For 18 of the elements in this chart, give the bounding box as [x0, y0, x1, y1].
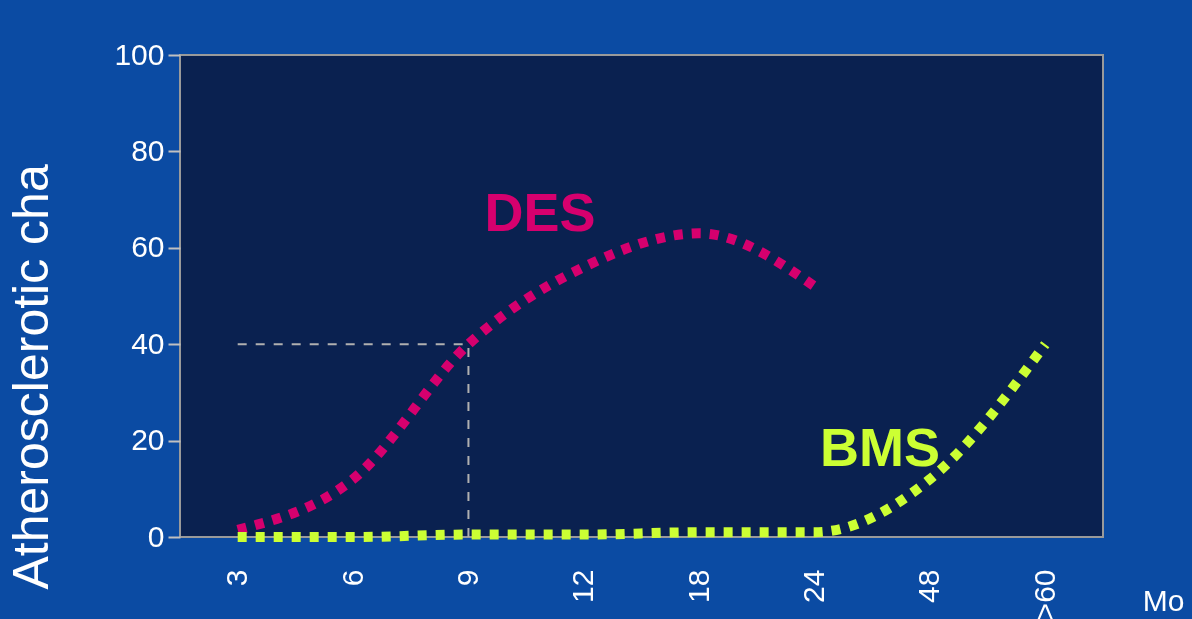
x-tick-label: 9 — [450, 569, 484, 587]
x-tick-label: 6 — [335, 569, 369, 587]
y-axis-title: Atherosclerotic cha — [2, 164, 59, 590]
y-tick-label: 20 — [131, 423, 165, 457]
series-label: BMS — [820, 417, 940, 477]
y-tick-label: 60 — [131, 230, 165, 264]
x-tick-label: 12 — [566, 569, 600, 603]
y-tick-label: 0 — [147, 519, 165, 553]
x-tick-label: 24 — [797, 569, 831, 603]
x-tick-label: 3 — [220, 569, 254, 587]
x-tick-label: 48 — [912, 569, 946, 603]
series-label: DES — [484, 182, 596, 242]
x-tick-label: 18 — [681, 569, 715, 603]
y-tick-label: 80 — [131, 133, 165, 167]
x-tick-label: >60 — [1027, 569, 1061, 619]
x-axis-title: Mo — [1142, 583, 1185, 617]
y-tick-label: 40 — [131, 326, 165, 360]
y-tick-label: 100 — [114, 37, 165, 71]
